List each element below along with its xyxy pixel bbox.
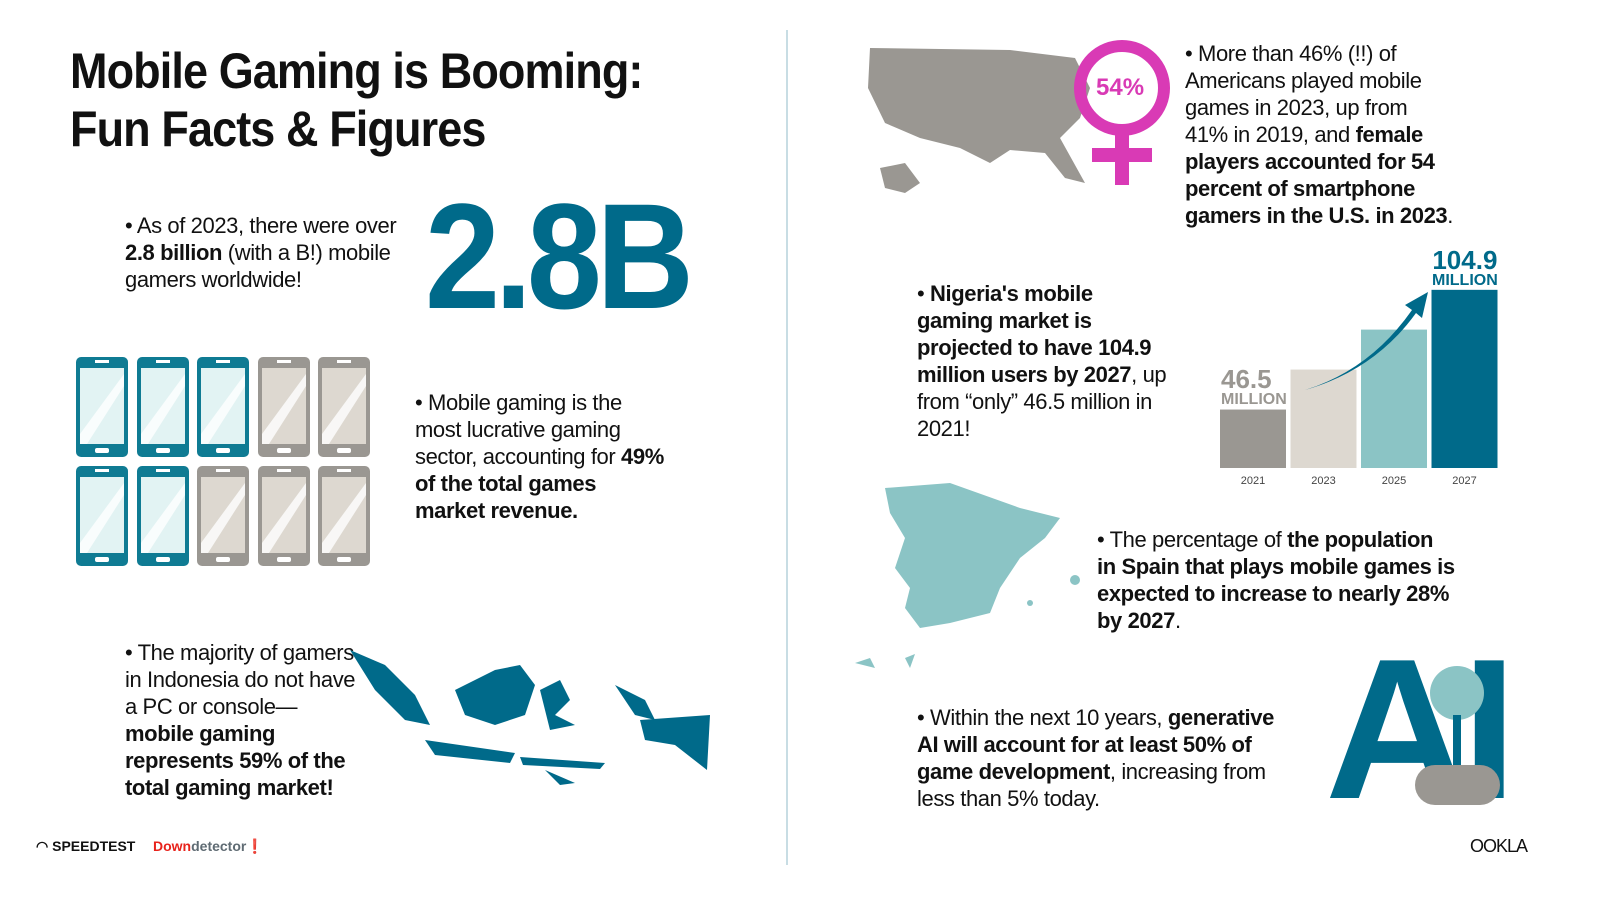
x-tick-label: 2021 (1241, 475, 1265, 487)
bar-2023 (1290, 369, 1357, 468)
spain-map (855, 483, 1080, 668)
speedtest-logo: ◠ SPEEDTEST (36, 838, 136, 854)
phone-icon (76, 357, 128, 457)
last-bar-label: 104.9 MILLION (1432, 245, 1498, 289)
phone-icon (197, 466, 249, 566)
phone-icon (197, 357, 249, 457)
x-tick-label: 2025 (1382, 475, 1406, 487)
us-map (868, 48, 1090, 193)
phone-icon (257, 466, 310, 566)
bar-2027 (1431, 289, 1498, 468)
growth-arrow-icon (1305, 292, 1428, 390)
phone-icon (318, 357, 370, 457)
page-title: Mobile Gaming is Booming: Fun Facts & Fi… (70, 42, 643, 158)
title-line-1: Mobile Gaming is Booming: (70, 43, 643, 99)
fact-ai: • Within the next 10 years, generative A… (917, 705, 1274, 811)
downdetector-logo: Downdetector❗ (153, 838, 264, 854)
fact-gamers: • As of 2023, there were over 2.8 billio… (125, 213, 397, 292)
fact-nigeria: • Nigeria's mobile gaming market is proj… (917, 281, 1167, 441)
x-tick-label: 2027 (1452, 475, 1476, 487)
ookla-logo: OOKLA (1470, 836, 1528, 856)
x-tick-label: 2023 (1311, 475, 1335, 487)
joystick-icon (1415, 666, 1500, 805)
phone-icon (257, 357, 310, 457)
alert-icon: ❗ (246, 838, 264, 854)
indonesia-map (350, 650, 710, 785)
fact-revenue: • Mobile gaming is the most lucrative ga… (415, 390, 664, 523)
fact-indonesia: • The majority of gamers in Indonesia do… (125, 640, 356, 800)
divider (786, 30, 788, 865)
phone-icon (318, 466, 370, 566)
fact-spain: • The percentage of the population in Sp… (1097, 527, 1455, 633)
bar-2025 (1361, 329, 1427, 468)
title-line-2: Fun Facts & Figures (70, 101, 486, 157)
first-bar-label: 46.5 MILLION (1221, 364, 1287, 408)
female-percent: 54% (1096, 74, 1145, 101)
phone-grid (75, 356, 375, 568)
phone-icon (136, 357, 189, 457)
big-number: 2.8B (425, 172, 694, 340)
phone-icon (76, 466, 128, 566)
phone-icon (136, 466, 189, 566)
female-symbol-icon (1074, 40, 1170, 185)
bar-2021 (1220, 409, 1286, 468)
nigeria-bar-chart: 2021 2023 2025 2027 (1220, 289, 1498, 487)
fact-us: • More than 46% (!!) of Americans played… (1185, 41, 1453, 228)
